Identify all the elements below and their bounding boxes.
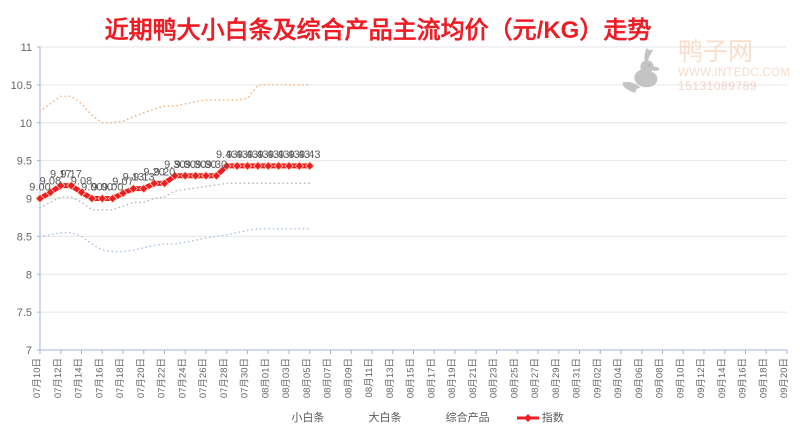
svg-text:09月14日: 09月14日 — [717, 358, 728, 398]
svg-text:08月29日: 08月29日 — [551, 358, 562, 398]
svg-text:9: 9 — [26, 194, 32, 206]
svg-text:09月10日: 09月10日 — [675, 358, 686, 398]
svg-text:9.43: 9.43 — [299, 149, 320, 161]
svg-text:08月21日: 08月21日 — [468, 358, 479, 398]
svg-text:09月18日: 09月18日 — [758, 358, 769, 398]
svg-text:09月04日: 09月04日 — [613, 358, 624, 398]
svg-text:08月25日: 08月25日 — [509, 358, 520, 398]
svg-text:09月16日: 09月16日 — [738, 358, 749, 398]
svg-text:07月26日: 07月26日 — [198, 358, 209, 398]
svg-text:8.5: 8.5 — [17, 231, 32, 243]
svg-text:07月22日: 07月22日 — [157, 358, 168, 398]
svg-text:08月27日: 08月27日 — [530, 358, 541, 398]
svg-text:15131089789: 15131089789 — [678, 79, 757, 93]
svg-text:10.5: 10.5 — [11, 80, 32, 92]
svg-text:08月03日: 08月03日 — [281, 358, 292, 398]
svg-text:08月23日: 08月23日 — [489, 358, 500, 398]
svg-text:08月15日: 08月15日 — [406, 358, 417, 398]
svg-text:07月10日: 07月10日 — [32, 358, 43, 398]
svg-text:07月20日: 07月20日 — [136, 358, 147, 398]
svg-text:08月05日: 08月05日 — [302, 358, 313, 398]
svg-text:07月16日: 07月16日 — [94, 358, 105, 398]
svg-text:08月07日: 08月07日 — [323, 358, 334, 398]
svg-text:7: 7 — [26, 345, 32, 357]
svg-text:07月14日: 07月14日 — [74, 358, 85, 398]
svg-text:09月12日: 09月12日 — [696, 358, 707, 398]
svg-text:08月11日: 08月11日 — [364, 358, 375, 397]
svg-text:7.5: 7.5 — [17, 307, 32, 319]
svg-text:08月31日: 08月31日 — [572, 358, 583, 398]
svg-text:08月01日: 08月01日 — [260, 358, 271, 398]
svg-text:08月19日: 08月19日 — [447, 358, 458, 398]
svg-text:9.5: 9.5 — [17, 156, 32, 168]
svg-text:07月12日: 07月12日 — [53, 358, 64, 398]
svg-text:WWW.INTEDC.COM: WWW.INTEDC.COM — [678, 67, 790, 79]
svg-text:09月06日: 09月06日 — [634, 358, 645, 398]
svg-text:07月28日: 07月28日 — [219, 358, 230, 398]
svg-text:8: 8 — [26, 269, 32, 281]
svg-text:08月13日: 08月13日 — [385, 358, 396, 398]
svg-text:08月17日: 08月17日 — [426, 358, 437, 398]
svg-text:09月20日: 09月20日 — [779, 358, 790, 398]
svg-text:09月08日: 09月08日 — [655, 358, 666, 398]
svg-text:07月30日: 07月30日 — [240, 358, 251, 398]
svg-text:07月18日: 07月18日 — [115, 358, 126, 398]
svg-text:08月09日: 08月09日 — [343, 358, 354, 398]
svg-text:10: 10 — [20, 118, 32, 130]
svg-text:09月02日: 09月02日 — [592, 358, 603, 398]
svg-text:07月24日: 07月24日 — [177, 358, 188, 398]
svg-text:鸭子网: 鸭子网 — [678, 38, 753, 66]
